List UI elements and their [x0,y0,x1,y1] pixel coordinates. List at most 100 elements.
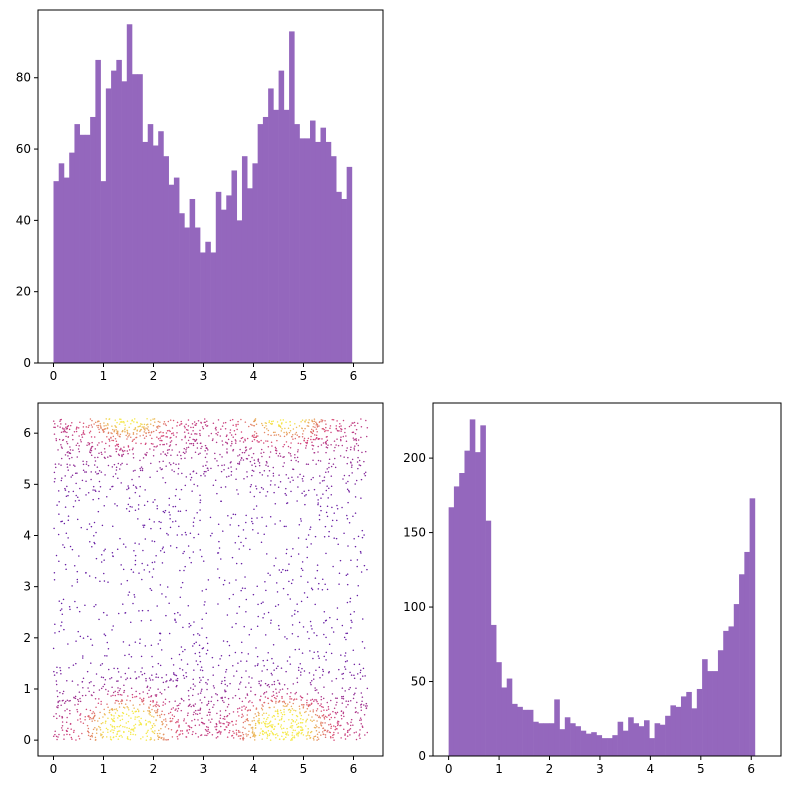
scatter-point [314,713,317,716]
scatter-point [320,703,322,705]
scatter-point [333,725,335,727]
scatter-point [133,596,136,598]
scatter-point [261,424,264,427]
scatter-point [78,435,80,437]
scatter-point [150,462,152,465]
scatter-point [283,455,285,458]
scatter-point [194,685,196,687]
scatter-point [188,626,190,628]
scatter-point [145,453,147,456]
scatter-point [280,724,283,726]
scatter-point [280,667,283,669]
scatter-point [125,546,127,548]
scatter-point [119,724,122,727]
scatter-point [245,449,248,451]
scatter-point [180,420,182,423]
scatter-point [339,455,342,457]
scatter-point [148,696,150,698]
scatter-point [231,556,234,559]
scatter-point [115,699,117,702]
scatter-point [125,678,127,681]
scatter-point [247,720,249,722]
scatter-point [224,696,226,699]
scatter-point [306,546,309,548]
scatter-point [205,653,208,655]
scatter-point [301,727,303,729]
scatter-point [347,489,350,492]
histogram-bar [517,706,523,756]
scatter-point [58,600,61,602]
scatter-point [140,423,142,425]
scatter-point [252,452,255,455]
scatter-point [187,705,190,707]
scatter-point [254,734,257,737]
scatter-point [138,676,140,678]
scatter-point [298,648,300,651]
scatter-point [301,696,304,699]
scatter-point [134,427,137,429]
scatter-point [64,428,66,430]
scatter-point [193,421,196,423]
scatter-point [102,731,104,734]
scatter-point [240,459,242,461]
scatter-point [300,600,303,603]
scatter-point [258,680,260,683]
scatter-point [274,725,276,728]
scatter-point [191,645,194,647]
scatter-point [346,735,349,737]
scatter-point [145,732,148,735]
scatter-point [286,660,289,662]
scatter-point [95,531,97,534]
scatter-point [216,460,218,462]
scatter-point [185,476,188,478]
histogram-bar [506,678,513,756]
scatter-point [242,441,245,443]
histogram-bar [469,419,476,756]
scatter-point [114,690,116,693]
scatter-point [328,731,331,733]
scatter-point [317,503,319,506]
scatter-point [116,725,118,728]
scatter-point [96,466,99,468]
scatter-point [288,451,290,454]
histogram-bar [79,134,86,363]
scatter-point [138,543,140,545]
scatter-point [88,442,91,445]
scatter-point [325,489,328,492]
scatter-point [235,723,237,726]
scatter-point [145,432,147,434]
scatter-point [279,726,282,728]
scatter-point [224,709,227,712]
scatter-point [96,424,98,427]
scatter-point [61,427,64,429]
scatter-point [357,467,359,470]
scatter-point [63,738,65,740]
histogram-bar [512,703,518,756]
scatter-point [351,458,354,461]
scatter-point [188,622,191,625]
scatter-point [251,732,254,734]
scatter-point [325,436,328,438]
scatter-point [249,724,252,726]
scatter-point [328,466,330,469]
scatter-point [278,719,281,721]
scatter-point [347,723,349,725]
scatter-point [66,442,69,445]
scatter-point [232,724,234,726]
scatter-point [224,689,226,691]
scatter-point [306,556,308,559]
scatter-point [78,450,81,453]
scatter-point [346,601,349,604]
scatter-point [79,714,81,716]
scatter-point [112,694,114,697]
scatter-point [355,442,358,445]
scatter-point [255,707,258,709]
scatter-point [354,545,357,548]
scatter-point [159,714,161,717]
scatter-point [111,425,113,427]
scatter-point [271,674,273,676]
scatter-point [329,616,331,619]
scatter-point [220,500,222,502]
scatter-point [97,720,99,722]
scatter-point [128,644,131,646]
